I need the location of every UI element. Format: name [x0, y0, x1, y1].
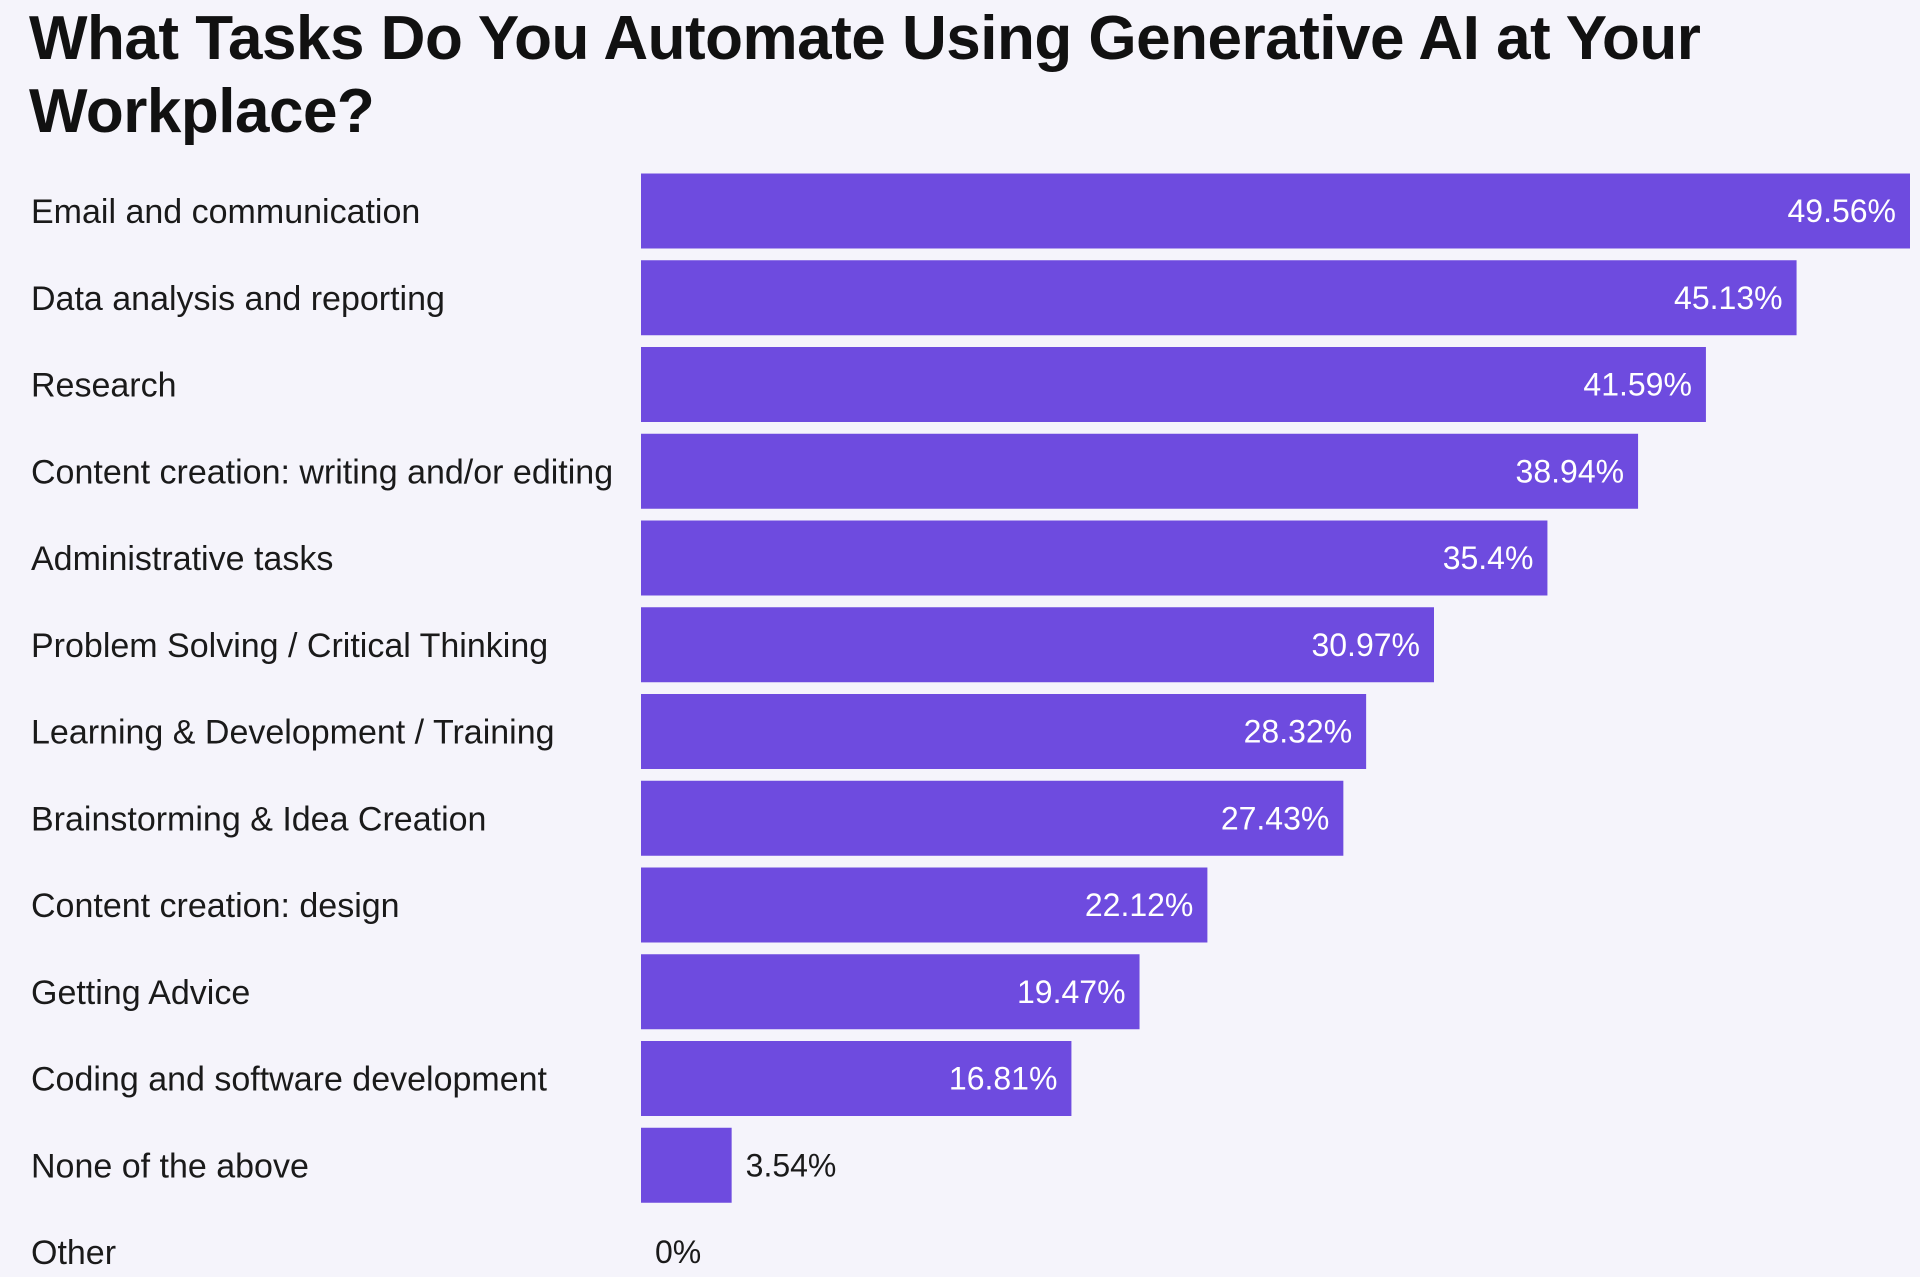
category-label-administrative-tasks: Administrative tasks	[31, 540, 333, 578]
category-label-getting-advice: Getting Advice	[31, 974, 250, 1012]
bar-learning-development-training	[641, 694, 1367, 769]
category-label-content-creation-writing-and-or-editing: Content creation: writing and/or editing	[31, 453, 613, 491]
bar-getting-advice	[641, 954, 1140, 1030]
value-label-research: 41.59%	[1583, 367, 1692, 403]
value-label-email-and-communication: 49.56%	[1787, 193, 1896, 229]
value-label-data-analysis-and-reporting: 45.13%	[1674, 280, 1783, 316]
bar-data-analysis-and-reporting	[641, 260, 1797, 336]
bar-research	[641, 347, 1706, 422]
value-label-coding-and-software-development: 16.81%	[949, 1061, 1058, 1097]
value-label-content-creation-design: 22.12%	[1085, 887, 1194, 923]
value-label-none-of-the-above: 3.54%	[746, 1147, 837, 1183]
chart-title: What Tasks Do You Automate Using Generat…	[29, 4, 1701, 146]
bar-none-of-the-above	[641, 1127, 732, 1203]
value-label-other: 0%	[655, 1234, 701, 1270]
category-label-learning-development-training: Learning & Development / Training	[31, 714, 555, 752]
category-label-brainstorming-idea-creation: Brainstorming & Idea Creation	[31, 800, 486, 838]
bar-brainstorming-idea-creation	[641, 780, 1344, 856]
category-label-data-analysis-and-reporting: Data analysis and reporting	[31, 280, 445, 318]
category-label-coding-and-software-development: Coding and software development	[31, 1061, 548, 1099]
bar-content-creation-design	[641, 867, 1208, 943]
category-label-research: Research	[31, 367, 177, 405]
bar-problem-solving-critical-thinking	[641, 607, 1434, 683]
category-label-content-creation-design: Content creation: design	[31, 887, 400, 925]
category-label-problem-solving-critical-thinking: Problem Solving / Critical Thinking	[31, 627, 548, 665]
bar-content-creation-writing-and-or-editing	[641, 433, 1639, 509]
category-label-none-of-the-above: None of the above	[31, 1147, 309, 1185]
bar-administrative-tasks	[641, 520, 1548, 596]
category-label-other: Other	[31, 1234, 116, 1272]
category-label-email-and-communication: Email and communication	[31, 193, 420, 231]
bar-email-and-communication	[641, 173, 1910, 249]
value-label-content-creation-writing-and-or-editing: 38.94%	[1516, 453, 1625, 489]
value-label-brainstorming-idea-creation: 27.43%	[1221, 800, 1330, 836]
value-label-getting-advice: 19.47%	[1017, 974, 1126, 1010]
bar-coding-and-software-development	[641, 1041, 1072, 1116]
value-label-learning-development-training: 28.32%	[1244, 714, 1353, 750]
value-label-problem-solving-critical-thinking: 30.97%	[1311, 627, 1420, 663]
value-label-administrative-tasks: 35.4%	[1443, 540, 1534, 576]
